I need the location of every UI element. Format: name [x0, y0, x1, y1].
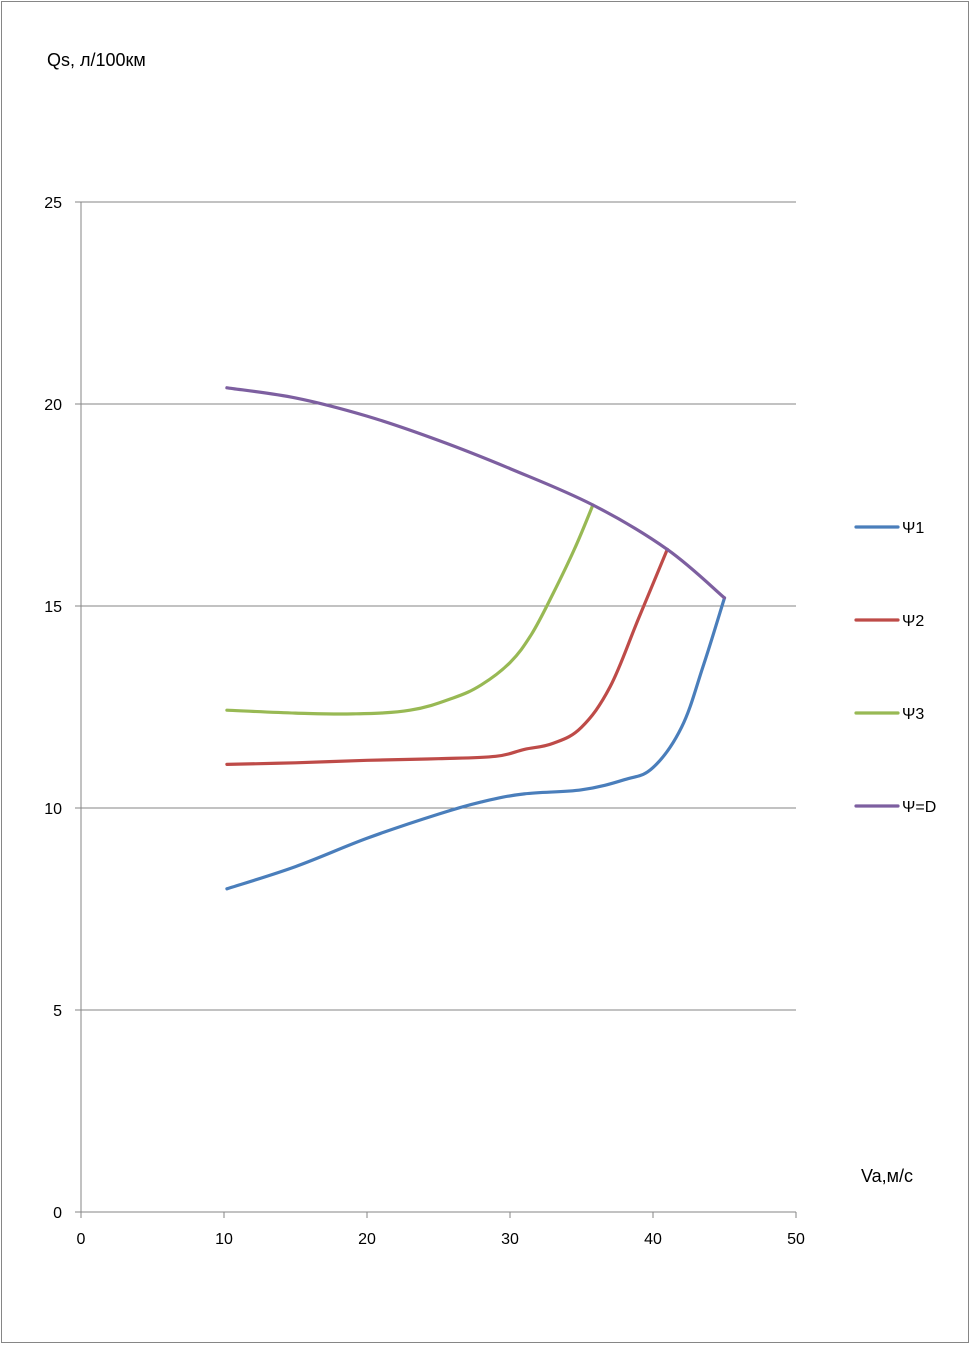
x-tick-label: 0: [77, 1231, 86, 1248]
legend-label-4: Ψ=D: [902, 799, 936, 816]
series-line-4: [225, 386, 727, 600]
legend-label-2: Ψ2: [902, 613, 924, 630]
gridlines: [81, 201, 796, 1011]
x-tick-label: 10: [215, 1231, 233, 1248]
series-line-2: [225, 547, 669, 766]
legend-label-3: Ψ3: [902, 706, 924, 723]
y-axis-title: Qs, л/100км: [47, 50, 146, 70]
series-line-1: [225, 596, 727, 891]
x-tick-label: 20: [358, 1231, 376, 1248]
legend-label-1: Ψ1: [902, 520, 924, 537]
y-tick-label: 25: [44, 195, 62, 212]
y-tick-label: 10: [44, 801, 62, 818]
axes: 0 5 10 15 20 25 0 10 20 30 40 50: [44, 195, 805, 1248]
x-axis-title: Va,м/с: [861, 1166, 914, 1186]
series-lines: [225, 386, 727, 891]
y-tick-label: 20: [44, 397, 62, 414]
x-tick-label: 40: [644, 1231, 662, 1248]
series-line-3: [225, 503, 595, 716]
x-tick-label: 50: [787, 1231, 805, 1248]
y-tick-label: 0: [53, 1205, 62, 1222]
x-tick-label: 30: [501, 1231, 519, 1248]
y-tick-label: 15: [44, 599, 62, 616]
y-tick-label: 5: [53, 1003, 62, 1020]
legend: Ψ1 Ψ2 Ψ3 Ψ=D: [854, 520, 936, 816]
